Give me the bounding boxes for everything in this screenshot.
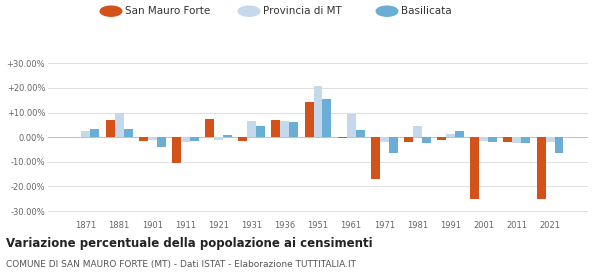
Bar	[139, 137, 148, 141]
Bar	[205, 119, 214, 137]
Bar	[223, 135, 232, 137]
Bar	[422, 137, 431, 143]
Bar	[503, 137, 512, 142]
Bar	[238, 137, 247, 141]
Bar	[271, 120, 280, 137]
Text: Provincia di MT: Provincia di MT	[263, 6, 341, 16]
Bar	[437, 137, 446, 140]
Text: Variazione percentuale della popolazione ai censimenti: Variazione percentuale della popolazione…	[6, 237, 373, 249]
Text: San Mauro Forte: San Mauro Forte	[125, 6, 210, 16]
Bar	[389, 137, 398, 153]
Bar	[289, 122, 298, 137]
Bar	[470, 137, 479, 199]
Bar	[115, 113, 124, 137]
Bar	[338, 137, 347, 138]
Bar	[479, 137, 488, 141]
Bar	[214, 137, 223, 140]
Bar	[455, 131, 464, 137]
Bar	[488, 137, 497, 142]
Bar	[380, 137, 389, 142]
Bar	[554, 137, 563, 153]
Bar	[404, 137, 413, 142]
Bar	[512, 137, 521, 143]
Bar	[521, 137, 530, 143]
Bar	[247, 121, 256, 137]
Bar	[536, 137, 545, 199]
Bar	[106, 120, 115, 137]
Text: Basilicata: Basilicata	[401, 6, 451, 16]
Bar	[280, 121, 289, 137]
Bar	[413, 126, 422, 137]
Bar	[356, 130, 365, 137]
Bar	[157, 137, 166, 147]
Bar	[347, 114, 356, 137]
Bar	[124, 129, 133, 137]
Bar	[545, 137, 554, 142]
Bar	[91, 129, 100, 137]
Bar	[371, 137, 380, 179]
Bar	[82, 131, 91, 137]
Bar	[190, 137, 199, 141]
Bar	[314, 85, 322, 137]
Bar	[181, 137, 190, 142]
Bar	[446, 134, 455, 137]
Bar	[172, 137, 181, 163]
Bar	[305, 102, 314, 137]
Bar	[148, 137, 157, 140]
Text: COMUNE DI SAN MAURO FORTE (MT) - Dati ISTAT - Elaborazione TUTTITALIA.IT: COMUNE DI SAN MAURO FORTE (MT) - Dati IS…	[6, 260, 356, 269]
Bar	[256, 126, 265, 137]
Bar	[322, 99, 331, 137]
